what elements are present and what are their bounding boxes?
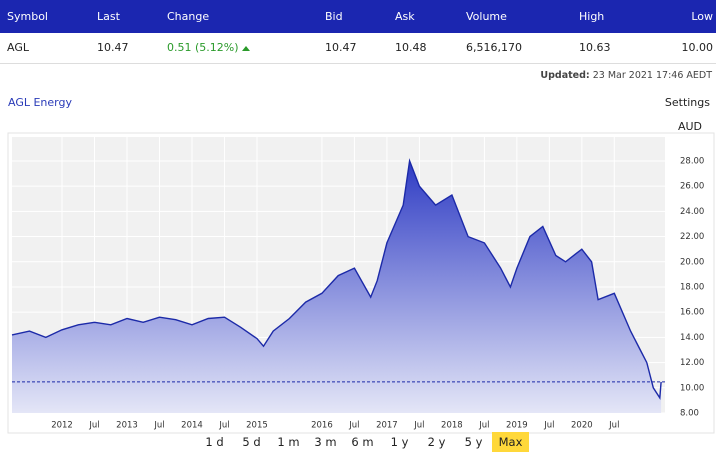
y-tick-label: 10.00 — [680, 383, 704, 393]
cell: 10.63 — [579, 41, 611, 54]
x-tick-label: 2019 — [506, 421, 528, 431]
y-tick-label: 20.00 — [680, 257, 704, 267]
x-tick-label: 2020 — [571, 421, 593, 431]
header-cell: Last — [97, 10, 120, 23]
x-tick-label: 2018 — [441, 421, 463, 431]
change-cell: 0.51 (5.12%) — [167, 33, 251, 63]
updated-value: 23 Mar 2021 17:46 AEDT — [592, 70, 712, 81]
x-tick-label: Jul — [348, 421, 359, 431]
cell: AGL — [7, 41, 29, 54]
price-area — [12, 160, 662, 413]
cell: 10.47 — [97, 41, 129, 54]
y-tick-label: 28.00 — [680, 156, 704, 166]
x-tick-label: 2017 — [376, 421, 398, 431]
y-tick-label: 24.00 — [680, 207, 704, 217]
chart-title[interactable]: AGL Energy — [8, 96, 72, 109]
header-cell: Symbol — [7, 10, 48, 23]
period-button[interactable]: 1 m — [277, 435, 300, 449]
cell: 10.48 — [395, 41, 427, 54]
x-tick-label: 2015 — [246, 421, 268, 431]
chart-frame — [7, 132, 715, 434]
y-tick-label: 22.00 — [680, 232, 704, 242]
period-button[interactable]: 1 d — [205, 435, 224, 449]
header-cell: Low — [691, 10, 713, 23]
x-tick-label: 2016 — [311, 421, 333, 431]
period-button[interactable]: 3 m — [314, 435, 337, 449]
header-cell: Ask — [395, 10, 415, 23]
x-tick-label: Jul — [478, 421, 489, 431]
x-tick-label: Jul — [543, 421, 554, 431]
period-button[interactable]: 2 y — [427, 435, 446, 449]
period-button[interactable]: 6 m — [351, 435, 374, 449]
cell: 10.47 — [325, 41, 357, 54]
table-header: Symbol Last Change Bid Ask Volume High L… — [0, 0, 716, 33]
header-cell: Change — [167, 10, 210, 23]
x-tick-label: Jul — [608, 421, 619, 431]
x-tick-label: Jul — [413, 421, 424, 431]
header-cell: Volume — [466, 10, 507, 23]
cell: 0.51 (5.12%) — [167, 41, 239, 54]
up-arrow — [242, 46, 251, 51]
y-tick-label: 16.00 — [680, 308, 704, 318]
x-tick-label: Jul — [88, 421, 99, 431]
period-button[interactable]: 1 y — [390, 435, 409, 449]
y-tick-label: 18.00 — [680, 282, 704, 292]
x-tick-label: 2013 — [116, 421, 138, 431]
x-tick-label: 2014 — [181, 421, 203, 431]
x-tick-label: 2012 — [51, 421, 73, 431]
period-button[interactable]: 5 d — [242, 435, 261, 449]
settings[interactable]: Settings — [664, 96, 710, 109]
cell: 10.00 — [681, 41, 714, 54]
period-button[interactable]: Max — [492, 432, 529, 452]
table-row: AGL 10.47 0.51 (5.12%) 10.47 10.48 6,516… — [0, 33, 716, 64]
x-tick-label: Jul — [153, 421, 164, 431]
y-tick-label: 8.00 — [680, 409, 699, 419]
price-line — [11, 158, 662, 401]
updated-label: Updated: — [540, 70, 590, 81]
updated: Updated: 23 Mar 2021 17:46 AEDT — [540, 70, 712, 81]
y-tick-label: 26.00 — [680, 182, 704, 192]
y-tick-label: 12.00 — [680, 358, 704, 368]
cell: 6,516,170 — [466, 41, 522, 54]
period-buttons: 1 d 5 d 1 m 3 m 6 m 1 y 2 y 5 y Max — [196, 432, 529, 452]
period-button[interactable]: 5 y — [464, 435, 483, 449]
header-cell: Bid — [325, 10, 343, 23]
header-cell: High — [579, 10, 605, 23]
x-tick-label: Jul — [218, 421, 229, 431]
currency: AUD — [677, 120, 702, 133]
y-tick-label: 14.00 — [680, 333, 704, 343]
